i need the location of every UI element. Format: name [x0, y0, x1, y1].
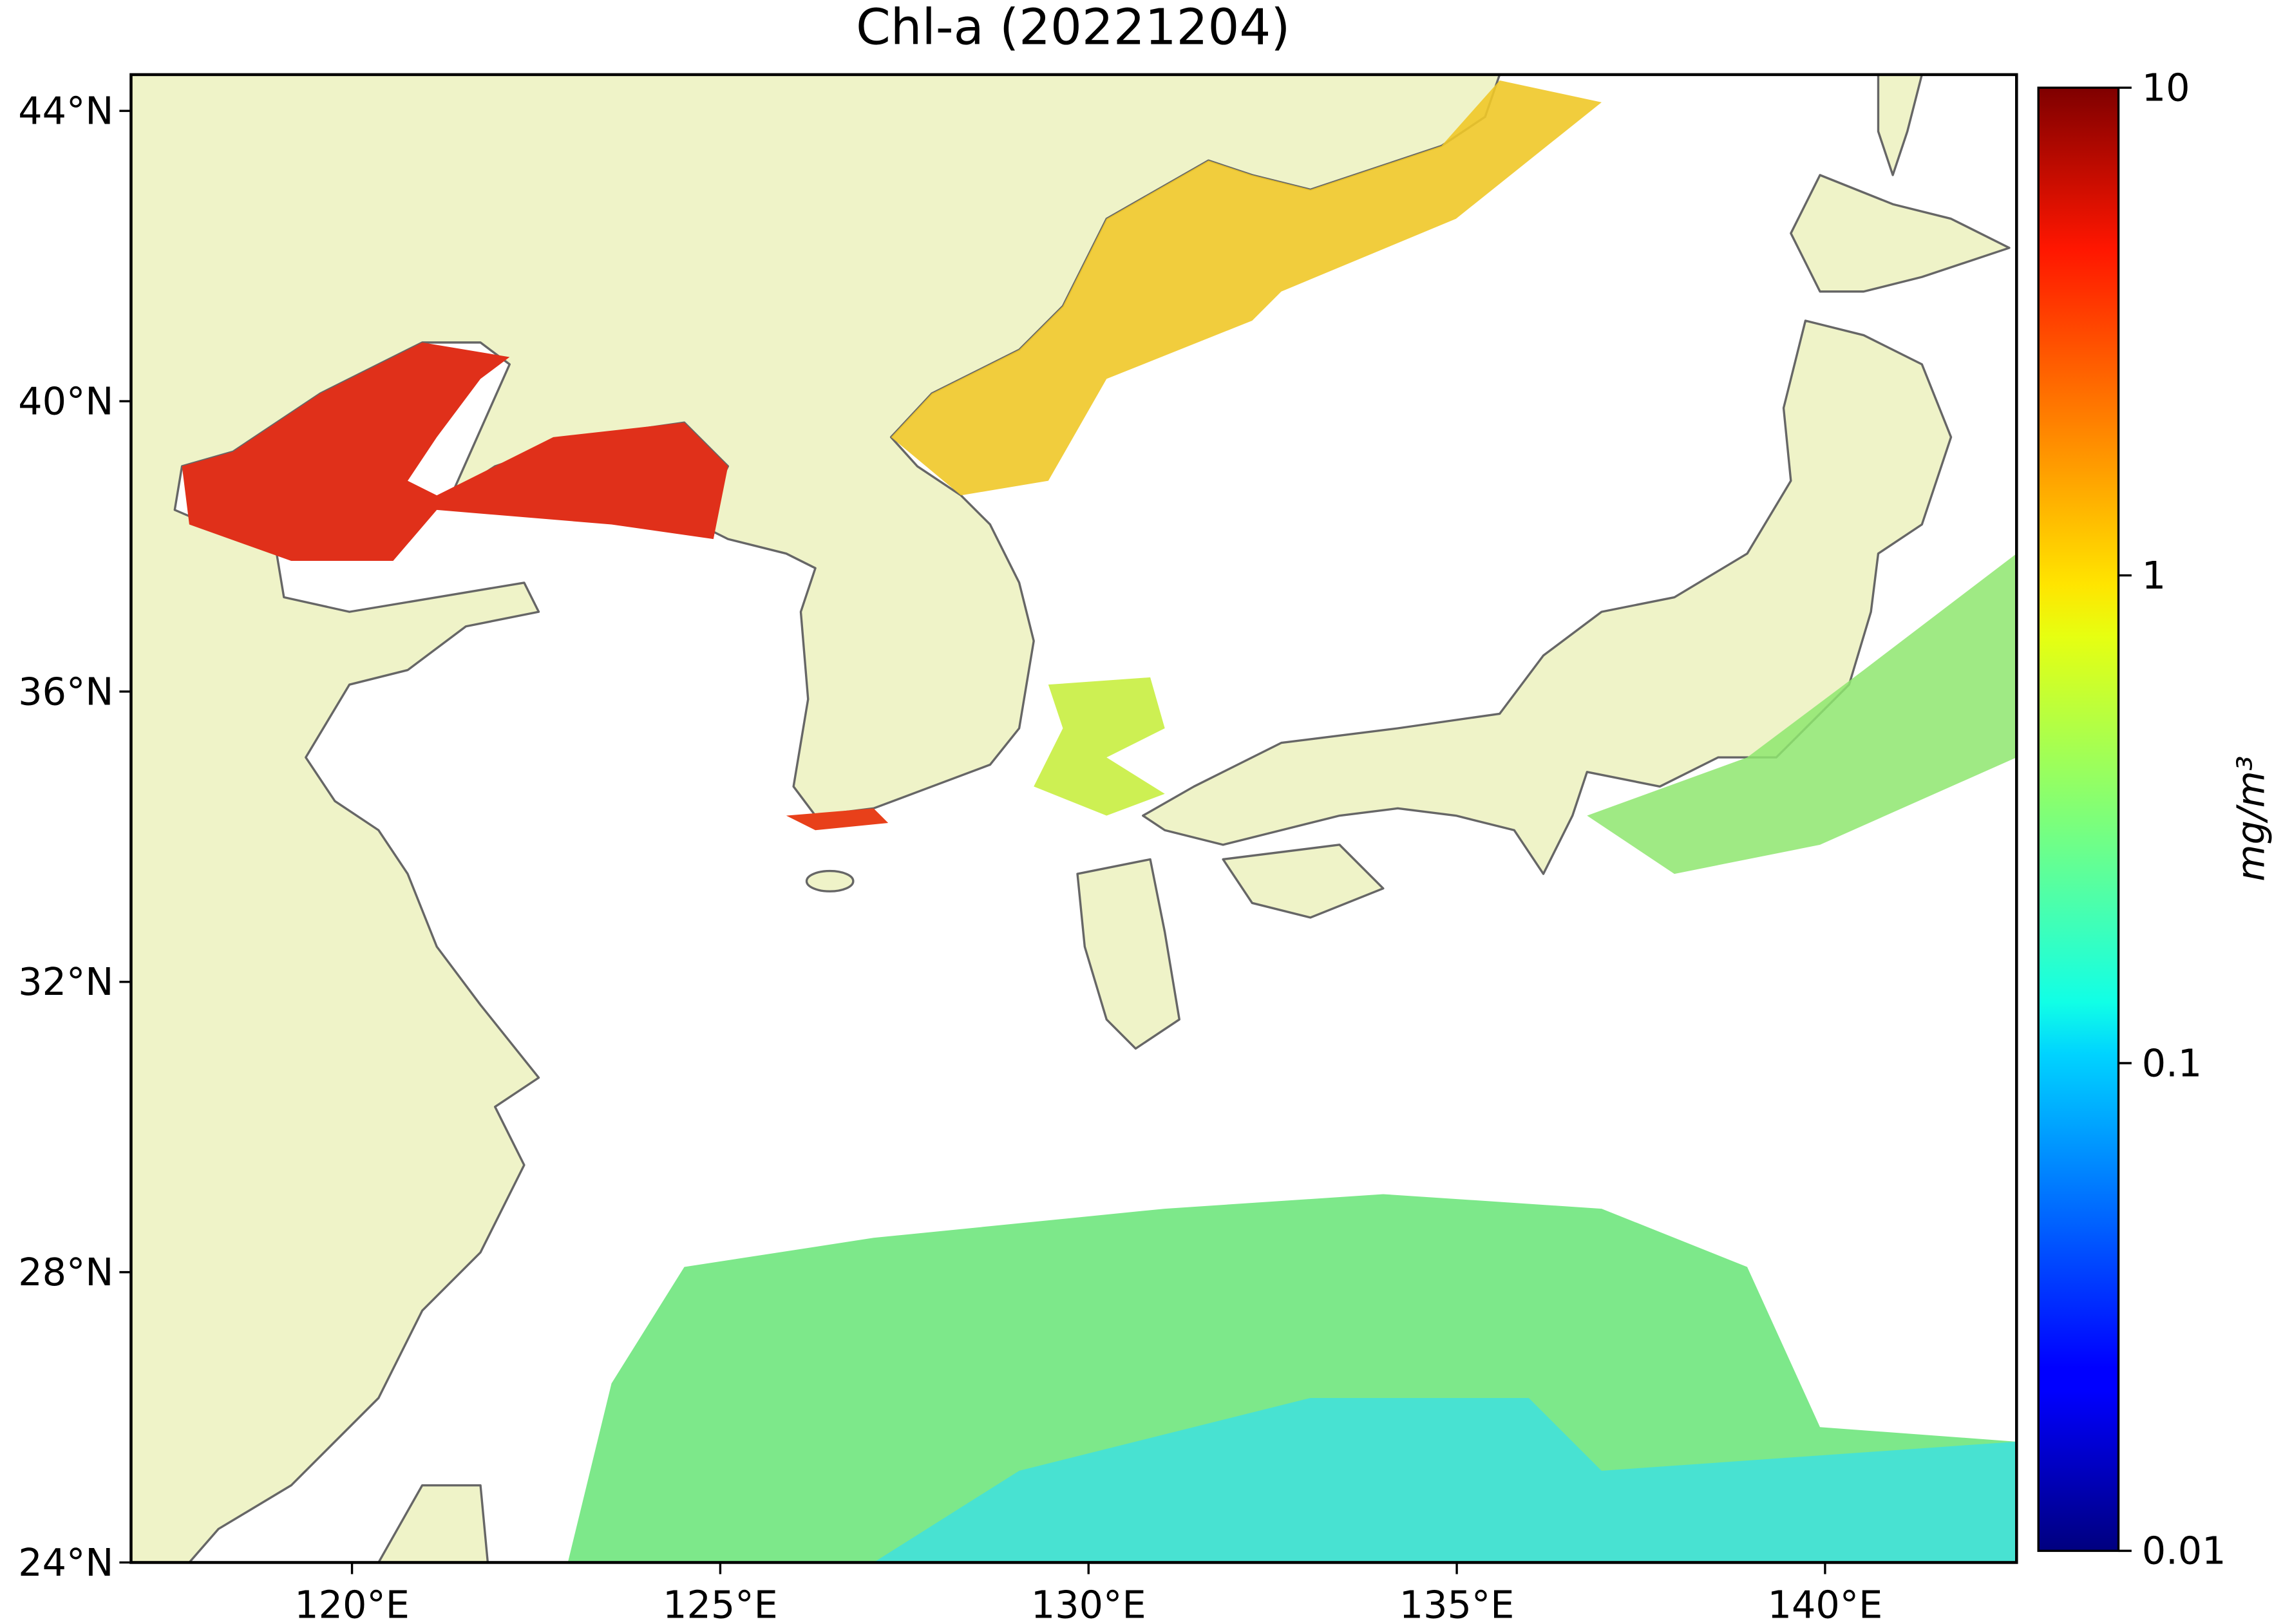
x-tick-label: 130°E	[1031, 1582, 1146, 1624]
land	[1142, 319, 1953, 875]
chart-title: Chl-a (20221204)	[856, 0, 1290, 56]
x-tick-label: 135°E	[1399, 1582, 1515, 1624]
colorbar	[2037, 86, 2120, 1553]
map-frame	[129, 73, 2018, 1564]
y-tick-label: 40°N	[18, 379, 113, 423]
y-tick-label: 36°N	[18, 669, 113, 713]
colorbar-tick-label: 1	[2142, 553, 2166, 598]
land	[1222, 844, 1385, 919]
x-tick-label: 140°E	[1768, 1582, 1883, 1624]
chl-patch	[1587, 553, 2017, 874]
map-layer	[131, 74, 2017, 1563]
colorbar-tick-label: 0.1	[2142, 1041, 2202, 1085]
chl-patch	[873, 1397, 2017, 1563]
land	[805, 869, 855, 892]
chl-patch	[891, 80, 1602, 496]
land	[377, 1484, 489, 1563]
chl-patch	[1034, 677, 1165, 816]
y-tick-label: 28°N	[18, 1250, 113, 1294]
colorbar-tick-label: 10	[2142, 66, 2190, 110]
land	[1076, 858, 1180, 1050]
colorbar-tick-label: 0.01	[2142, 1529, 2226, 1573]
land	[1790, 174, 2011, 293]
chl-patch	[182, 342, 728, 562]
colorbar-label: mg/m³	[2229, 756, 2273, 882]
y-tick-label: 44°N	[18, 89, 113, 133]
chl-patch	[786, 808, 889, 831]
x-tick-label: 125°E	[663, 1582, 778, 1624]
x-tick-label: 120°E	[294, 1582, 410, 1624]
y-tick-label: 32°N	[18, 959, 113, 1004]
land	[1877, 74, 1924, 176]
y-tick-label: 24°N	[18, 1540, 113, 1585]
